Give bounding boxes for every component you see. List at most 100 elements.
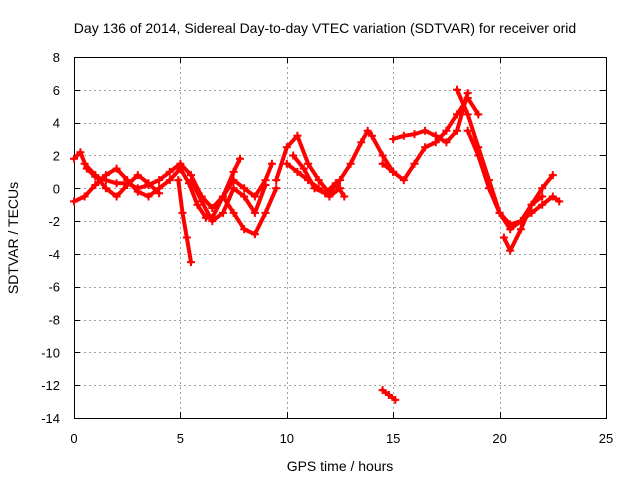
- data-point: [272, 176, 281, 185]
- data-point: [80, 192, 89, 201]
- y-tick-label: -10: [41, 345, 60, 360]
- data-point: [229, 208, 238, 217]
- series-trace-12: [389, 89, 472, 147]
- series-line: [176, 178, 193, 265]
- series-trace-7: [219, 184, 281, 239]
- data-point: [474, 110, 483, 119]
- data-point: [261, 208, 270, 217]
- series-trace-3: [80, 159, 164, 201]
- data-point: [548, 192, 557, 201]
- data-point: [112, 164, 121, 173]
- series-trace-6: [187, 176, 270, 226]
- series-trace-8: [272, 126, 398, 198]
- data-point: [527, 200, 536, 209]
- chart-title: Day 136 of 2014, Sidereal Day-to-day VTE…: [74, 20, 576, 36]
- data-point: [389, 135, 398, 143]
- data-point: [240, 192, 249, 201]
- data-point: [516, 225, 525, 234]
- data-point: [378, 159, 387, 168]
- x-axis-tick-labels: 0 5 10 15 20 25: [70, 431, 613, 446]
- data-point: [495, 208, 504, 217]
- y-tick-label: 8: [53, 50, 60, 65]
- data-point: [463, 126, 472, 135]
- series-trace-13: [378, 386, 400, 404]
- data-point: [399, 131, 408, 140]
- data-point: [176, 164, 185, 173]
- data-point: [463, 110, 472, 119]
- data-point: [80, 159, 89, 168]
- data-point: [453, 85, 461, 94]
- data-point: [538, 184, 547, 193]
- x-tick-label: 5: [177, 431, 184, 446]
- data-point: [310, 184, 319, 193]
- y-tick-label: -2: [48, 214, 60, 229]
- data-point: [304, 159, 313, 168]
- data-point: [421, 143, 430, 152]
- data-point: [219, 208, 227, 217]
- x-tick-label: 20: [492, 431, 506, 446]
- data-point: [70, 197, 78, 206]
- data-point: [410, 159, 419, 168]
- data-point: [340, 192, 349, 201]
- data-point: [442, 138, 451, 147]
- series-line: [221, 186, 279, 237]
- x-tick-label: 10: [280, 431, 294, 446]
- y-axis-tick-labels: 8 6 4 2 0 -2 -4 -6 -8 -10 -12 -14: [41, 50, 60, 426]
- data-point: [367, 131, 376, 140]
- data-point: [144, 179, 153, 188]
- series-line: [455, 87, 562, 232]
- grid: [74, 57, 606, 418]
- data-point: [229, 184, 238, 193]
- plot-frame: [74, 57, 607, 419]
- data-point: [240, 225, 249, 234]
- data-point: [165, 176, 174, 185]
- y-axis-label: SDTVAR / TECUs: [5, 182, 21, 294]
- data-point: [229, 167, 238, 176]
- data-point: [442, 126, 451, 135]
- series-line: [189, 178, 268, 224]
- data-point: [219, 192, 227, 201]
- data-point: [389, 167, 398, 176]
- data-point: [197, 197, 206, 206]
- data-point: [208, 204, 217, 212]
- data-point: [474, 151, 483, 160]
- data-point: [463, 89, 472, 98]
- data-point: [165, 167, 174, 176]
- data-point: [289, 151, 298, 160]
- data-point: [391, 395, 400, 404]
- data-point: [229, 176, 238, 185]
- data-point: [431, 131, 440, 140]
- y-tick-label: 4: [53, 116, 60, 131]
- data-point: [261, 181, 270, 189]
- y-tick-label: -12: [41, 378, 60, 393]
- series-trace-15: [463, 126, 557, 229]
- data-point: [363, 126, 372, 135]
- data-point: [112, 192, 121, 201]
- data-point: [384, 391, 393, 399]
- data-point: [336, 176, 344, 185]
- data-point: [250, 208, 259, 217]
- data-point: [133, 171, 142, 180]
- data-point: [101, 171, 110, 180]
- data-point: [499, 233, 508, 242]
- data-series: [70, 85, 564, 404]
- data-point: [378, 386, 387, 395]
- data-point: [76, 148, 85, 157]
- data-point: [250, 230, 259, 239]
- data-point: [357, 138, 366, 147]
- data-point: [399, 176, 408, 185]
- data-point: [378, 151, 387, 160]
- series-trace-10: [289, 151, 349, 201]
- data-point: [70, 154, 78, 163]
- data-point: [421, 126, 430, 135]
- data-point: [144, 192, 153, 201]
- series-trace-4: [174, 176, 195, 267]
- data-point: [548, 171, 557, 180]
- data-point: [538, 200, 547, 209]
- data-point: [187, 258, 195, 267]
- series-line: [82, 161, 162, 199]
- data-point: [91, 181, 100, 189]
- data-point: [346, 159, 355, 168]
- data-point: [506, 220, 515, 229]
